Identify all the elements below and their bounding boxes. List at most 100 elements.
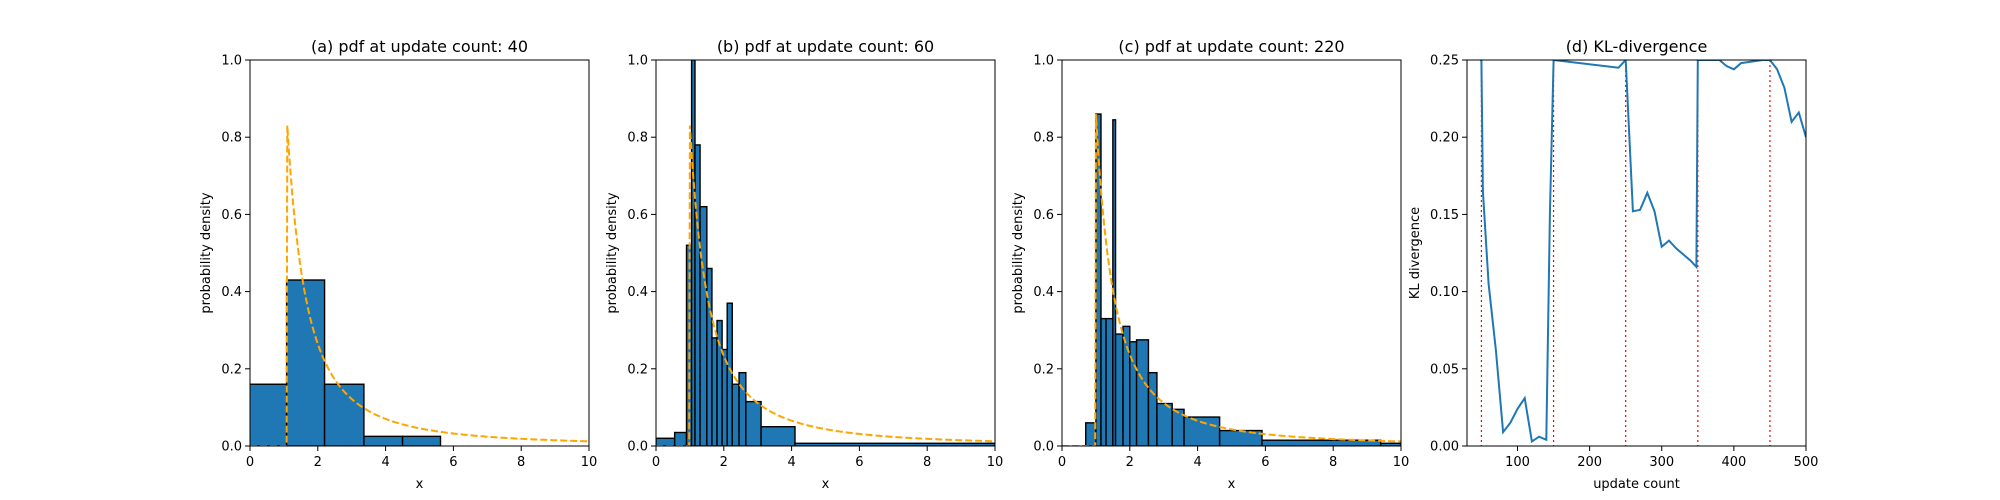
kl-divergence-line	[1480, 60, 1806, 444]
x-tick-label: 300	[1649, 455, 1674, 470]
histogram-bar	[250, 383, 288, 446]
y-tick-label: 0.6	[627, 208, 648, 223]
y-tick-label: 0.2	[627, 362, 648, 377]
reference-density-curve	[656, 125, 995, 446]
x-axis-label: x	[416, 477, 424, 492]
x-tick-label: 6	[449, 455, 457, 470]
histogram-bar	[401, 435, 442, 446]
plot-area	[1062, 113, 1401, 446]
y-axis-label: probability density	[199, 192, 214, 313]
plot-area	[1480, 60, 1806, 446]
x-tick-label: 8	[517, 455, 525, 470]
chart-panel-1: 0 2 4 6 8 10 0.0 0.2 0.4 0.6 0.8 1.0 (b) pdf at upda…	[605, 37, 1003, 492]
chart-panel-3: 100 200 300 400 500 0.00 0.05 0.10 0.15 0.20 0.25 (…	[1408, 37, 1818, 492]
x-axis-label: x	[822, 477, 830, 492]
y-tick-label: 0.20	[1430, 131, 1459, 146]
y-tick-label: 0.10	[1430, 285, 1459, 300]
axes-frame	[1061, 59, 1402, 447]
x-tick-label: 6	[855, 455, 863, 470]
histogram-bar	[285, 279, 326, 446]
histogram-bar	[694, 144, 701, 446]
histogram-bar	[1147, 371, 1158, 446]
histogram-bar	[1100, 317, 1107, 446]
x-tick-label: 0	[1058, 455, 1066, 470]
y-tick-label: 0.2	[221, 362, 242, 377]
histogram-bar	[711, 337, 718, 446]
histogram-bar	[1114, 333, 1124, 446]
x-tick-label: 8	[1329, 455, 1337, 470]
y-tick-label: 0.6	[221, 208, 242, 223]
x-tick-label: 4	[1193, 455, 1201, 470]
y-axis-label: probability density	[605, 192, 620, 313]
reference-density-curve	[250, 125, 589, 446]
y-tick-label: 0.00	[1430, 440, 1459, 455]
x-tick-label: 0	[652, 455, 660, 470]
x-tick-label: 2	[720, 455, 728, 470]
histogram-bar	[363, 435, 404, 446]
chart-title: (c) pdf at update count: 220	[1118, 37, 1344, 56]
histogram-bar	[699, 205, 708, 446]
chart-title: (a) pdf at update count: 40	[311, 37, 528, 56]
y-tick-label: 0.6	[1033, 208, 1054, 223]
x-tick-label: 10	[987, 455, 1004, 470]
axes-frame	[1466, 59, 1807, 447]
y-tick-label: 0.0	[1033, 440, 1054, 455]
x-tick-label: 4	[381, 455, 389, 470]
histogram-bar	[731, 383, 740, 446]
y-tick-label: 0.25	[1430, 54, 1459, 69]
y-tick-label: 1.0	[627, 54, 648, 69]
histogram-bar	[1379, 442, 1401, 446]
y-tick-label: 0.15	[1430, 208, 1459, 223]
y-axis-label: KL divergence	[1408, 207, 1423, 299]
y-tick-label: 0.0	[627, 440, 648, 455]
chart-panel-0: 0 2 4 6 8 10 0.0 0.2 0.4 0.6 0.8 1.0 (a) pdf at upda…	[199, 37, 597, 492]
x-tick-label: 200	[1577, 455, 1602, 470]
histogram-bar	[760, 426, 796, 446]
histogram-bar	[726, 302, 733, 446]
x-tick-label: 2	[314, 455, 322, 470]
y-tick-label: 0.8	[221, 131, 242, 146]
x-tick-label: 2	[1126, 455, 1134, 470]
histogram-bar	[1135, 339, 1150, 446]
x-tick-label: 500	[1794, 455, 1819, 470]
y-tick-label: 0.0	[221, 440, 242, 455]
x-tick-label: 6	[1261, 455, 1269, 470]
chart-panel-2: 0 2 4 6 8 10 0.0 0.2 0.4 0.6 0.8 1.0 (c) pdf at upda…	[1011, 37, 1409, 492]
y-tick-label: 0.4	[1033, 285, 1054, 300]
x-tick-label: 400	[1721, 455, 1746, 470]
histogram-bar	[323, 383, 365, 446]
y-tick-label: 0.4	[221, 285, 242, 300]
histogram-bar	[738, 371, 747, 446]
axes-frame	[655, 59, 996, 447]
histogram-bar	[1156, 402, 1173, 446]
chart-title: (d) KL-divergence	[1566, 37, 1708, 56]
x-tick-label: 10	[1393, 455, 1410, 470]
histogram-bar	[745, 400, 762, 446]
y-tick-label: 0.8	[627, 131, 648, 146]
plot-area	[656, 60, 995, 446]
y-tick-label: 0.4	[627, 285, 648, 300]
y-tick-label: 1.0	[1033, 54, 1054, 69]
histogram-bar	[656, 437, 676, 446]
histogram-bar	[1105, 317, 1114, 446]
chart-title: (b) pdf at update count: 60	[717, 37, 934, 56]
y-tick-label: 0.8	[1033, 131, 1054, 146]
x-tick-label: 100	[1505, 455, 1530, 470]
x-tick-label: 0	[246, 455, 254, 470]
y-tick-label: 0.2	[1033, 362, 1054, 377]
y-axis-label: probability density	[1011, 192, 1026, 313]
x-tick-label: 4	[787, 455, 795, 470]
histogram-bar	[716, 319, 723, 446]
reference-density-curve	[1062, 113, 1401, 446]
x-axis-label: update count	[1593, 477, 1680, 492]
histogram-bar	[673, 431, 688, 446]
histogram-bar	[1112, 119, 1117, 446]
axes-frame	[249, 59, 590, 447]
plot-area	[250, 125, 589, 446]
y-tick-label: 1.0	[221, 54, 242, 69]
histogram-bar	[1122, 325, 1131, 446]
x-axis-label: x	[1228, 477, 1236, 492]
y-tick-label: 0.05	[1430, 362, 1459, 377]
x-tick-label: 10	[581, 455, 598, 470]
